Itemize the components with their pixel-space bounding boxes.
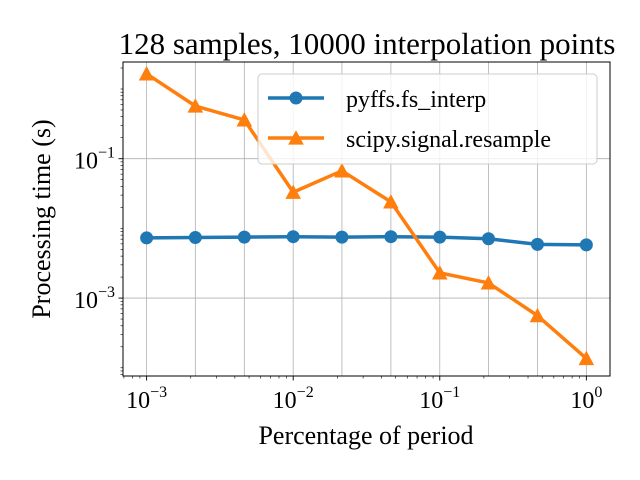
x-tick-label: 100 [570,384,602,414]
data-point-triangle [236,112,253,127]
data-point-triangle [431,265,448,280]
legend-label: pyffs.fs_interp [346,87,486,113]
data-point-circle [335,230,349,244]
y-axis-label: Processing time (s) [27,119,56,318]
data-point-circle [384,230,398,244]
series-line [146,234,587,247]
y-tick-label: 10−3 [74,284,115,314]
legend-box [257,73,598,165]
x-axis-label: Percentage of period [258,421,473,450]
data-point-circle [188,230,202,244]
series-layer [138,66,595,366]
data-point-circle [530,237,544,251]
data-point-circle [579,238,593,252]
data-point-triangle [480,275,497,290]
x-tick-label: 10−2 [273,384,314,414]
data-point-circle [433,230,447,244]
series-1 [140,230,593,252]
x-tick-label: 10−3 [126,384,167,414]
chart-title: 128 samples, 10000 interpolation points [119,26,616,61]
y-tick-label: 10−1 [74,145,115,175]
legend-marker-circle [289,91,303,105]
data-point-triangle [138,66,155,81]
data-point-triangle [578,350,595,366]
data-point-circle [481,232,495,246]
data-point-triangle [383,194,399,209]
legend: pyffs.fs_interp scipy.signal.resample [257,73,598,165]
series-line [145,72,588,360]
axis-ticks: 10−3 10−2 10−1 100 10−1 10−3 [74,67,602,414]
legend-marker-triangle [288,130,304,145]
data-point-triangle [187,98,204,113]
series-2 [138,66,595,366]
data-point-triangle [529,307,546,323]
data-point-triangle [334,163,350,178]
legend-label: scipy.signal.resample [346,127,551,153]
x-tick-label: 10−1 [419,384,460,414]
data-point-circle [286,230,300,244]
plot-frame [122,61,611,377]
data-point-triangle [285,184,301,199]
data-point-circle [237,230,251,244]
data-point-circle [140,231,154,245]
